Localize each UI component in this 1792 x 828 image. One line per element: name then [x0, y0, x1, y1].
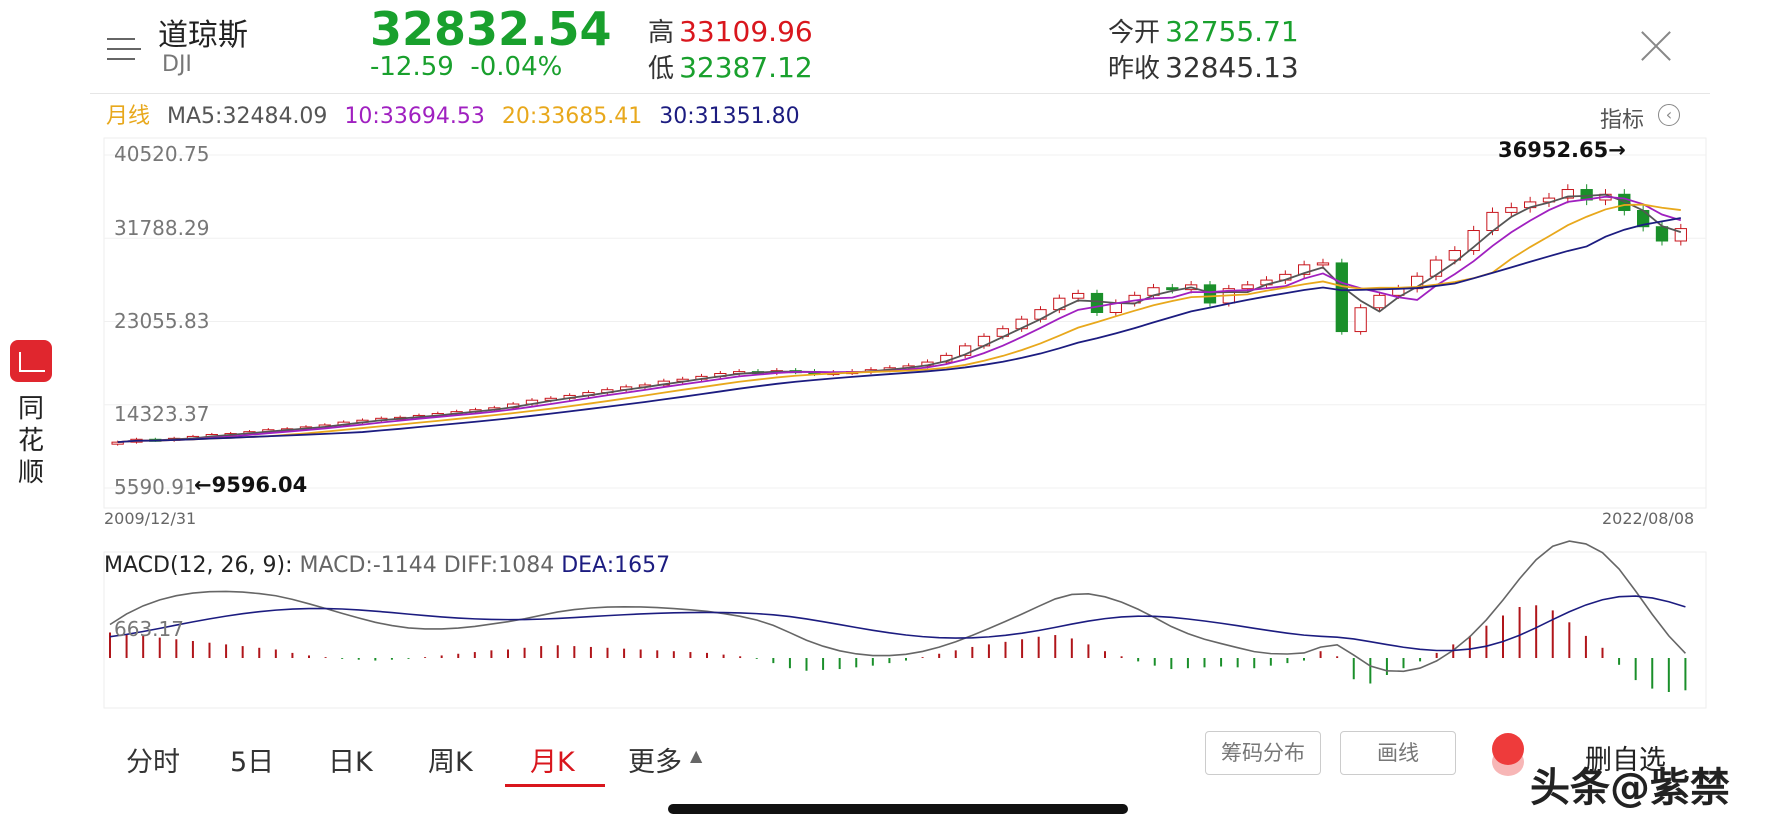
- candle-body: [1298, 264, 1311, 275]
- draw-button[interactable]: 画线: [1340, 731, 1456, 775]
- y-tick-label: 14323.37: [114, 402, 210, 426]
- index-code: DJI: [162, 52, 192, 77]
- candle-body: [1090, 292, 1104, 313]
- y-tick-label: 31788.29: [114, 216, 210, 240]
- watermark: 头条@紫禁: [1530, 765, 1730, 811]
- low-stat: 低 32387.12: [648, 51, 813, 84]
- candle-body: [1655, 226, 1669, 242]
- tab-weekly[interactable]: 周K: [428, 747, 473, 778]
- low-annotation: ←9596.04: [194, 473, 308, 497]
- index-name: 道琼斯: [158, 18, 248, 53]
- macd-y-tick: 663.17: [114, 617, 184, 641]
- active-tab-indicator: [505, 784, 605, 787]
- candle-body: [1448, 250, 1461, 261]
- start-date: 2009/12/31: [104, 509, 197, 528]
- macd-legend: MACD(12, 26, 9): MACD:-1144 DIFF:1084 DE…: [104, 553, 671, 578]
- app-logo-icon[interactable]: [10, 340, 52, 382]
- end-date: 2022/08/08: [1602, 509, 1695, 528]
- y-tick-label: 40520.75: [114, 142, 210, 166]
- price-change: -12.59 -0.04%: [370, 52, 563, 82]
- ma-line-ma10: [117, 195, 1682, 444]
- candle-body: [1354, 307, 1367, 333]
- ma-line-ma20: [117, 203, 1681, 444]
- prev-close-stat: 昨收 32845.13: [1108, 51, 1299, 84]
- candle-body: [1203, 284, 1217, 304]
- candle-body: [1373, 294, 1386, 309]
- chart-frame: [103, 137, 1707, 509]
- diff-line: [109, 540, 1686, 673]
- current-price: 32832.54: [370, 2, 612, 56]
- caret-up-icon: ▲: [690, 746, 703, 765]
- y-tick-label: 5590.91: [114, 475, 197, 499]
- tab-5day[interactable]: 5日: [230, 747, 275, 778]
- candle-body: [1335, 262, 1348, 333]
- tab-more[interactable]: 更多: [628, 747, 682, 778]
- app-name: 同花顺: [17, 394, 44, 488]
- y-tick-label: 23055.83: [114, 309, 210, 333]
- candle-body: [1429, 259, 1443, 277]
- candle-body: [1561, 189, 1574, 199]
- ma-line-ma30: [117, 217, 1681, 444]
- candle-body: [1166, 287, 1179, 291]
- candle-body: [1674, 228, 1687, 242]
- header-divider: [90, 93, 1710, 94]
- macd-frame: [103, 551, 1707, 709]
- remove-favorite-button[interactable]: 删自选: [1585, 745, 1666, 776]
- record-icon[interactable]: [1492, 733, 1524, 765]
- menu-icon[interactable]: [107, 36, 141, 62]
- chevron-left-icon[interactable]: ‹: [1658, 104, 1680, 126]
- home-indicator: [668, 804, 1128, 814]
- ma-legend: 月线 MA5:32484.09 10:33694.53 20:33685.41 …: [106, 104, 800, 129]
- tab-daily[interactable]: 日K: [328, 747, 373, 778]
- ma-line-ma5: [117, 193, 1682, 444]
- open-stat: 今开 32755.71: [1108, 15, 1299, 48]
- candle-body: [1072, 292, 1085, 299]
- candle-body: [1241, 284, 1254, 290]
- dea-line: [109, 595, 1686, 652]
- high-stat: 高 33109.96: [648, 15, 813, 48]
- tab-intraday[interactable]: 分时: [126, 747, 180, 778]
- chips-button[interactable]: 筹码分布: [1205, 731, 1321, 775]
- indicator-button[interactable]: 指标: [1600, 108, 1645, 133]
- tab-monthly[interactable]: 月K: [530, 747, 575, 778]
- high-annotation: 36952.65→: [1498, 138, 1626, 162]
- candle-body: [1505, 207, 1518, 213]
- candle-body: [1467, 230, 1480, 252]
- candle-body: [1316, 262, 1330, 266]
